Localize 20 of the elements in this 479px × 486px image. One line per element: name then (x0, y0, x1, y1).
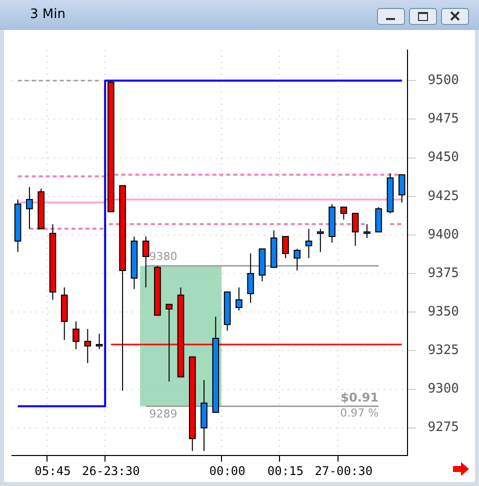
x-tick-label: 27-00:30 (314, 464, 373, 478)
y-tick-label: 9300 (428, 382, 460, 397)
y-tick-label: 9350 (428, 304, 460, 320)
x-tick-label: 00:15 (267, 464, 304, 478)
y-tick-label: 9500 (428, 73, 460, 88)
x-tick-label: 00:00 (209, 464, 246, 478)
x-tick-label: 26-23:30 (82, 464, 140, 478)
y-tick-label: 9425 (428, 188, 460, 204)
annotation: 9380 (149, 250, 178, 264)
y-tick-label: 9450 (428, 150, 460, 166)
y-tick-label: 9400 (428, 227, 460, 242)
annotation: $0.91 (340, 390, 379, 404)
x-tick-label: 05:45 (34, 464, 71, 478)
y-tick-label: 9325 (428, 343, 460, 358)
annotation: 0.97 % (340, 406, 379, 420)
y-tick-label: 9275 (428, 420, 460, 436)
chart-title: 3 Min (30, 7, 66, 22)
annotation: 9289 (149, 408, 178, 421)
y-tick-label: 9475 (428, 112, 460, 127)
y-tick-label: 9375 (428, 266, 460, 281)
